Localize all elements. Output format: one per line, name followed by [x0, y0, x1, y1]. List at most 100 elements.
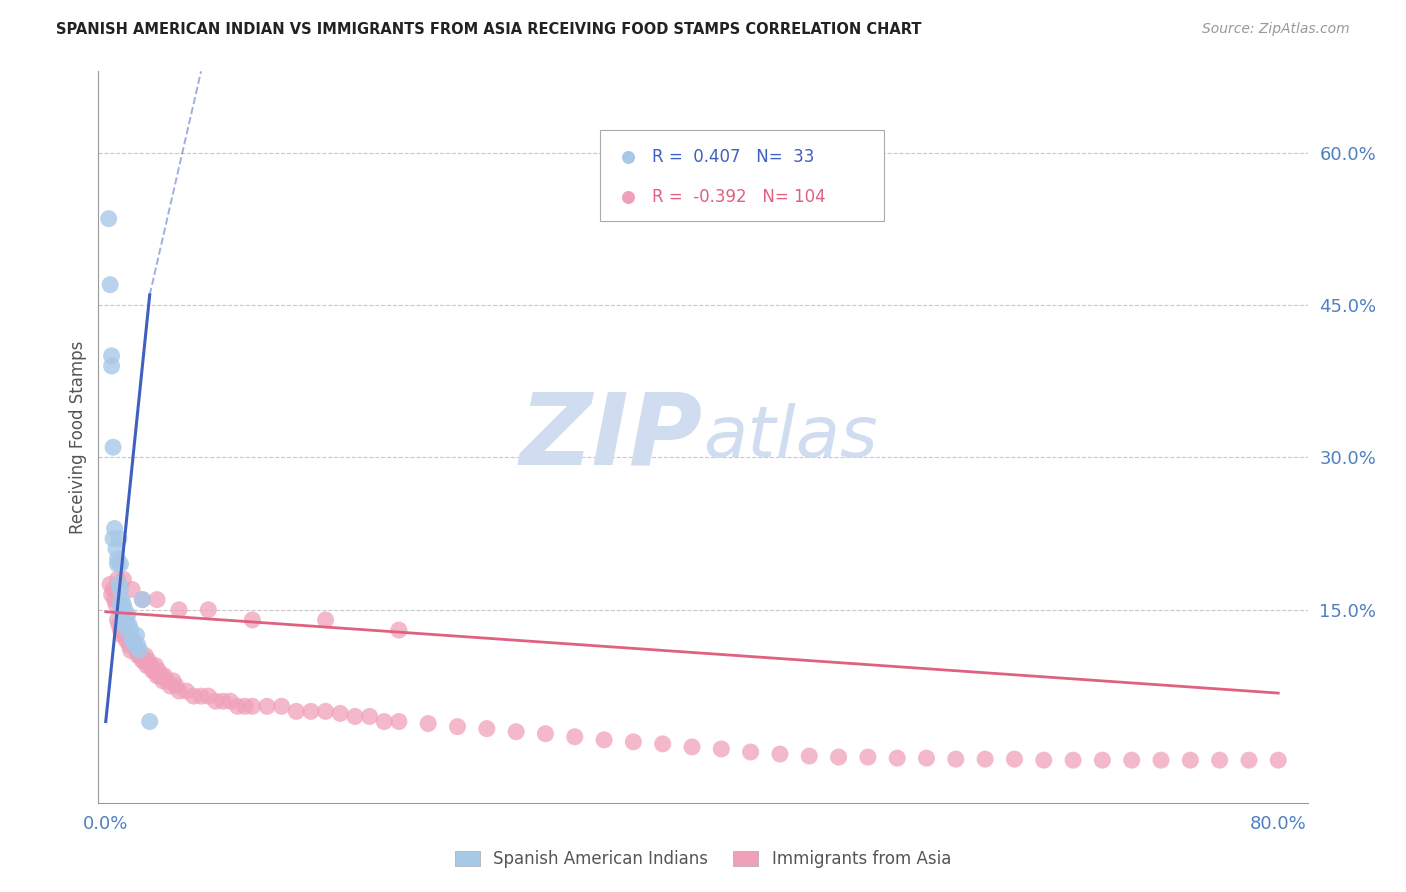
Immigrants from Asia: [165, 679, 187, 693]
Immigrants from Asia: [974, 752, 997, 766]
Immigrants from Asia: [98, 577, 121, 591]
Spanish American Indians: [110, 557, 132, 571]
Immigrants from Asia: [1062, 753, 1084, 767]
Immigrants from Asia: [136, 654, 159, 668]
Immigrants from Asia: [945, 752, 967, 766]
Immigrants from Asia: [138, 658, 160, 673]
Immigrants from Asia: [1208, 753, 1230, 767]
Immigrants from Asia: [146, 669, 169, 683]
Immigrants from Asia: [343, 709, 366, 723]
Immigrants from Asia: [159, 679, 181, 693]
Immigrants from Asia: [446, 720, 468, 734]
Text: ZIP: ZIP: [520, 389, 703, 485]
Immigrants from Asia: [162, 673, 184, 688]
Spanish American Indians: [122, 633, 145, 648]
Immigrants from Asia: [112, 623, 135, 637]
Immigrants from Asia: [233, 699, 256, 714]
Immigrants from Asia: [117, 633, 139, 648]
Immigrants from Asia: [1032, 753, 1054, 767]
Immigrants from Asia: [373, 714, 395, 729]
Spanish American Indians: [110, 582, 132, 597]
Text: R =  -0.392   N= 104: R = -0.392 N= 104: [652, 187, 825, 206]
Immigrants from Asia: [107, 572, 129, 586]
Immigrants from Asia: [100, 588, 122, 602]
Immigrants from Asia: [141, 658, 163, 673]
Immigrants from Asia: [112, 572, 135, 586]
Immigrants from Asia: [128, 648, 150, 663]
Immigrants from Asia: [204, 694, 226, 708]
Spanish American Indians: [117, 607, 139, 622]
Immigrants from Asia: [1004, 752, 1026, 766]
Immigrants from Asia: [107, 613, 129, 627]
Immigrants from Asia: [1150, 753, 1173, 767]
Immigrants from Asia: [212, 694, 235, 708]
Immigrants from Asia: [329, 706, 352, 721]
Spanish American Indians: [108, 532, 131, 546]
Immigrants from Asia: [110, 623, 132, 637]
Immigrants from Asia: [856, 750, 879, 764]
Immigrants from Asia: [270, 699, 292, 714]
Immigrants from Asia: [1121, 753, 1143, 767]
Immigrants from Asia: [167, 603, 190, 617]
FancyBboxPatch shape: [600, 130, 884, 221]
Legend: Spanish American Indians, Immigrants from Asia: Spanish American Indians, Immigrants fro…: [449, 844, 957, 875]
Immigrants from Asia: [149, 669, 172, 683]
Spanish American Indians: [105, 541, 128, 556]
Immigrants from Asia: [475, 722, 498, 736]
Immigrants from Asia: [103, 592, 125, 607]
Immigrants from Asia: [219, 694, 242, 708]
Spanish American Indians: [127, 638, 149, 652]
Immigrants from Asia: [564, 730, 586, 744]
Spanish American Indians: [111, 592, 134, 607]
Immigrants from Asia: [740, 745, 762, 759]
Spanish American Indians: [114, 603, 136, 617]
Spanish American Indians: [131, 592, 153, 607]
Spanish American Indians: [124, 638, 146, 652]
Immigrants from Asia: [142, 664, 165, 678]
Immigrants from Asia: [115, 633, 138, 648]
Spanish American Indians: [103, 521, 125, 535]
Spanish American Indians: [138, 714, 160, 729]
Immigrants from Asia: [651, 737, 673, 751]
Immigrants from Asia: [125, 643, 148, 657]
Immigrants from Asia: [121, 633, 143, 648]
Immigrants from Asia: [197, 603, 219, 617]
Immigrants from Asia: [122, 638, 145, 652]
Spanish American Indians: [100, 359, 122, 373]
Immigrants from Asia: [388, 714, 411, 729]
Spanish American Indians: [111, 607, 134, 622]
Immigrants from Asia: [134, 648, 156, 663]
Immigrants from Asia: [388, 623, 411, 637]
Immigrants from Asia: [256, 699, 278, 714]
Spanish American Indians: [108, 577, 131, 591]
Immigrants from Asia: [124, 638, 146, 652]
Immigrants from Asia: [593, 732, 616, 747]
Immigrants from Asia: [118, 638, 141, 652]
Immigrants from Asia: [131, 592, 153, 607]
Immigrants from Asia: [197, 689, 219, 703]
Spanish American Indians: [97, 211, 120, 226]
Immigrants from Asia: [710, 742, 733, 756]
Immigrants from Asia: [183, 689, 205, 703]
Immigrants from Asia: [148, 664, 170, 678]
Immigrants from Asia: [799, 749, 821, 764]
Immigrants from Asia: [315, 705, 337, 719]
Spanish American Indians: [114, 618, 136, 632]
Immigrants from Asia: [108, 618, 131, 632]
Immigrants from Asia: [146, 592, 169, 607]
Immigrants from Asia: [534, 727, 557, 741]
Spanish American Indians: [107, 557, 129, 571]
Spanish American Indians: [117, 623, 139, 637]
Y-axis label: Receiving Food Stamps: Receiving Food Stamps: [69, 341, 87, 533]
Immigrants from Asia: [167, 684, 190, 698]
Spanish American Indians: [118, 618, 141, 632]
Immigrants from Asia: [121, 582, 143, 597]
Immigrants from Asia: [131, 654, 153, 668]
Immigrants from Asia: [101, 582, 124, 597]
Immigrants from Asia: [156, 673, 179, 688]
Immigrants from Asia: [114, 628, 136, 642]
Immigrants from Asia: [1180, 753, 1202, 767]
Spanish American Indians: [107, 552, 129, 566]
Immigrants from Asia: [240, 699, 263, 714]
Spanish American Indians: [125, 628, 148, 642]
